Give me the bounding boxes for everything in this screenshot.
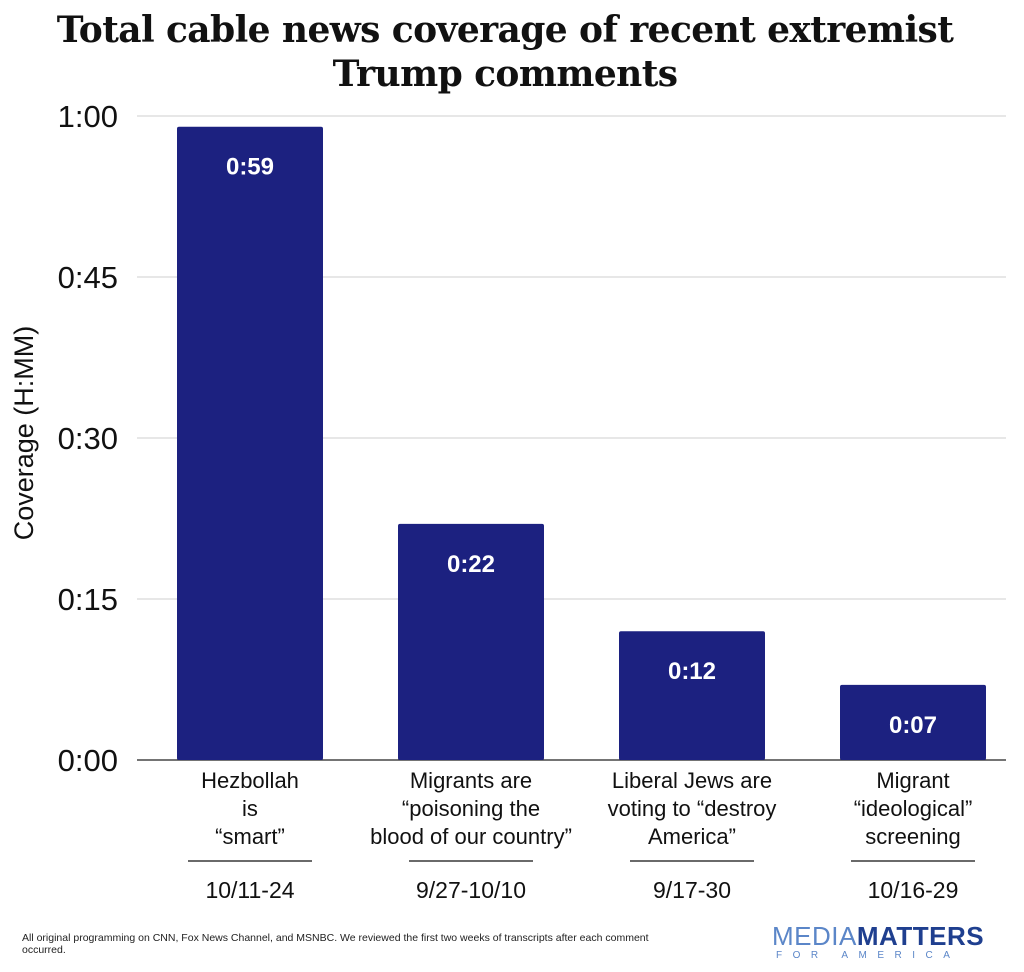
bar-value-label-1: 0:22	[447, 551, 495, 578]
x-category-label-2-line-2: America”	[648, 824, 736, 849]
y-tick-label-4: 1:00	[58, 99, 118, 134]
x-category-label-0-line-2: “smart”	[215, 824, 285, 849]
x-date-label-2: 9/17-30	[653, 877, 731, 903]
x-category-label-3-line-2: screening	[865, 824, 960, 849]
x-category-label-0-line-1: is	[242, 796, 258, 821]
y-tick-label-0: 0:00	[58, 743, 118, 778]
bar-2	[619, 631, 765, 760]
footnote: All original programming on CNN, Fox New…	[22, 932, 649, 956]
x-category-label-3-line-1: “ideological”	[854, 796, 973, 821]
x-date-label-0: 10/11-24	[205, 877, 294, 903]
x-date-label-1: 9/27-10/10	[416, 877, 526, 903]
x-category-label-0-line-0: Hezbollah	[201, 768, 299, 793]
x-category-label-2-line-0: Liberal Jews are	[612, 768, 772, 793]
media-matters-logo: MEDIAMATTERS FOR AMERICA	[772, 922, 986, 962]
x-category-label-1-line-1: “poisoning the	[402, 796, 540, 821]
bar-3	[840, 684, 986, 760]
y-tick-label-1: 0:15	[58, 582, 118, 617]
bar-value-label-0: 0:59	[226, 154, 274, 181]
y-tick-label-3: 0:45	[58, 260, 118, 295]
logo-word-matters: MATTERS	[856, 921, 985, 951]
x-category-label-3-line-0: Migrant	[876, 768, 949, 793]
y-axis-title: Coverage (H:MM)	[9, 326, 39, 541]
logo-wordmark: MEDIAMATTERS	[772, 922, 986, 950]
x-category-label-2-line-1: voting to “destroy	[608, 796, 777, 821]
y-tick-label-2: 0:30	[58, 421, 118, 456]
logo-word-media: MEDIA	[772, 921, 857, 951]
x-category-label-1-line-2: blood of our country”	[370, 824, 572, 849]
x-date-label-3: 10/16-29	[868, 877, 959, 903]
bar-value-label-2: 0:12	[668, 658, 716, 685]
bar-value-label-3: 0:07	[889, 712, 937, 739]
logo-subtitle: FOR AMERICA	[776, 950, 961, 961]
chart-title: Total cable news coverage of recent extr…	[56, 9, 954, 95]
bar-chart: 0:00 0:15 0:30 0:45 1:00 Coverage (H:MM) 0:59 H…	[9, 99, 1006, 903]
x-category-label-1-line-0: Migrants are	[410, 768, 532, 793]
bar-0	[177, 126, 323, 760]
bar-1	[398, 523, 544, 760]
